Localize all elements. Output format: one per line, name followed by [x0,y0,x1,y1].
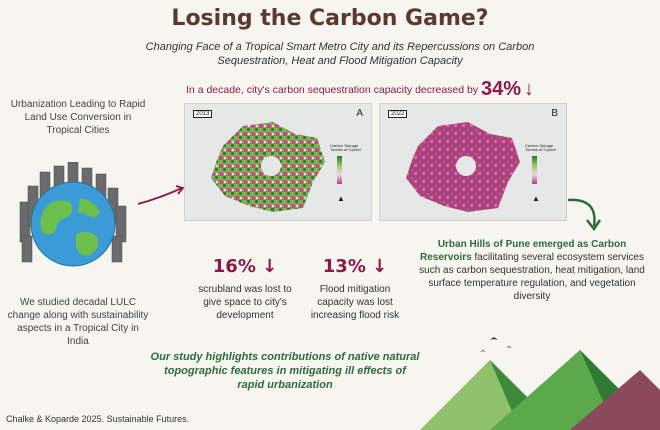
stat-value: 16% [212,256,256,277]
subtitle: Changing Face of a Tropical Smart Metro … [60,40,620,68]
citation: Chalke & Koparde 2025. Sustainable Futur… [6,414,190,424]
city-globe-illustration [14,161,132,280]
down-arrow-icon: ↓ [262,256,278,277]
hills-illustration [420,337,660,430]
map-year: 2013 [193,110,213,118]
north-arrow-icon: ▲ [337,194,345,203]
urban-hills-rest: facilitating several ecosystem services … [419,252,645,302]
decade-statement: In a decade, city's carbon sequestration… [150,78,570,101]
subtitle-line-2: Sequestration, Heat and Flood Mitigation… [217,55,463,67]
study-description: We studied decadal LULC change along wit… [7,297,149,347]
down-arrow-icon: ↓ [523,78,534,100]
carbon-map-2013 [211,122,325,212]
page-title: Losing the Carbon Game? [171,6,489,31]
decade-text: In a decade, city's carbon sequestration… [186,84,479,96]
stat-description: Flood mitigation capacity was lost incre… [310,284,400,321]
panel-label: A [356,108,363,119]
urban-hills-highlight: Urban Hills of Pune emerged as Carbon Re… [420,239,627,263]
urban-hills-text: Urban Hills of Pune emerged as Carbon Re… [416,238,648,303]
panel-label: B [551,108,558,119]
stat-value: 13% [322,256,366,277]
legend-colorbar [337,156,342,184]
decade-value: 34% [481,78,522,100]
down-arrow-icon: ↓ [372,256,388,277]
legend-colorbar [532,156,537,184]
study-highlight: Our study highlights contributions of na… [150,351,420,391]
urbanization-text: Urbanization Leading to Rapid Land Use C… [10,99,146,136]
map-2013: 2013 A Carbon Storage Tonnes of C/pixel … [184,103,372,221]
subtitle-line-1: Changing Face of a Tropical Smart Metro … [145,41,535,53]
map-2022: 2022 B Carbon Storage Tonnes of C/pixel … [379,103,567,221]
carbon-map-2022 [406,122,520,212]
map-year: 2022 [388,110,408,118]
legend-title: Carbon Storage Tonnes of C/pixel [330,143,361,152]
north-arrow-icon: ▲ [532,194,540,203]
curved-arrow-icon [567,198,602,232]
stat-scrubland: 16% ↓ scrubland was lost to give space t… [190,256,300,322]
stat-flood: 13% ↓ Flood mitigation capacity was lost… [300,256,410,322]
legend-title: Carbon Storage Tonnes of C/pixel [525,143,556,152]
stat-description: scrubland was lost to give space to city… [198,284,292,321]
arrow-to-maps-icon [137,185,185,205]
